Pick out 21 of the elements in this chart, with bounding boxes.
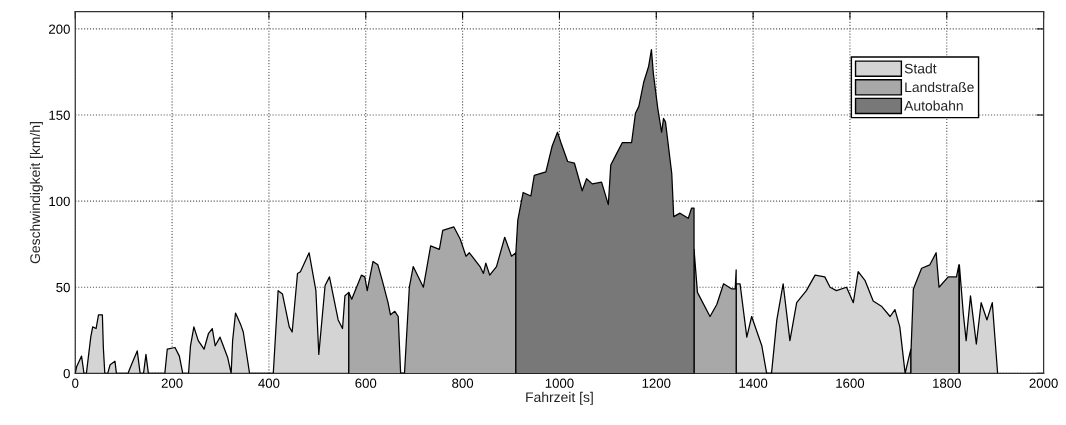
legend-label: Landstraße bbox=[905, 81, 974, 93]
y-tick-label: 50 bbox=[56, 282, 70, 293]
x-axis-title: Fahrzeit [s] bbox=[526, 391, 593, 405]
x-tick-label: 1600 bbox=[836, 378, 865, 388]
y-tick-label: 0 bbox=[63, 368, 70, 379]
y-tick-label: 200 bbox=[49, 24, 70, 34]
x-tick-label: 0 bbox=[72, 378, 79, 388]
x-tick-label: 600 bbox=[355, 378, 377, 388]
x-tick-label: 800 bbox=[452, 378, 474, 388]
y-axis-title: Geschwindigkeit [km/h] bbox=[29, 122, 43, 264]
x-tick-label: 1200 bbox=[642, 378, 671, 388]
x-tick-label: 1800 bbox=[933, 378, 961, 388]
y-tick-label: 150 bbox=[49, 110, 70, 120]
x-tick-label: 2000 bbox=[1029, 378, 1058, 388]
legend-label: Autobahn bbox=[904, 100, 963, 111]
x-tick-label: 200 bbox=[161, 378, 183, 388]
x-tick-label: 400 bbox=[258, 378, 280, 388]
y-tick-label: 100 bbox=[49, 196, 70, 207]
x-tick-label: 1400 bbox=[739, 378, 768, 388]
x-tick-label: 1000 bbox=[545, 378, 574, 388]
legend-label: Stadt bbox=[904, 63, 937, 74]
